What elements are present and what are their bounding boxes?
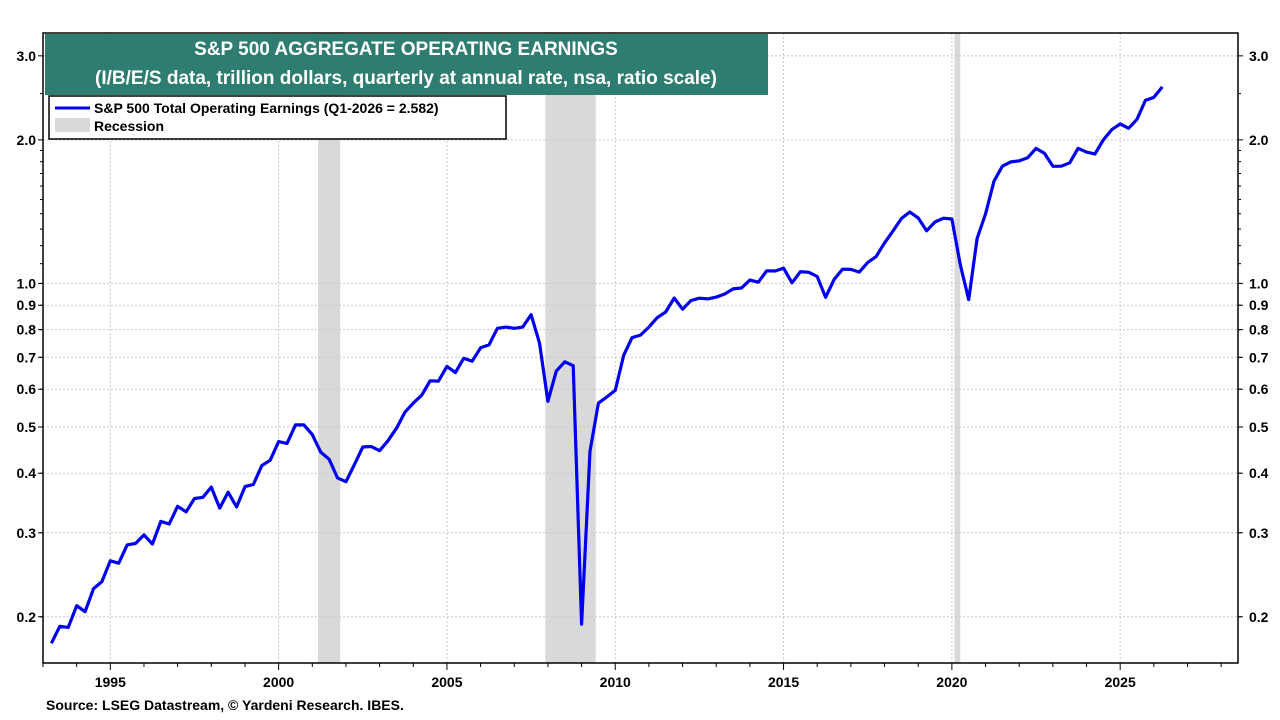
legend-recession-label: Recession — [94, 118, 164, 134]
recession-bands — [318, 33, 961, 663]
y-tick-label-left-2.0: 2.0 — [17, 132, 37, 148]
y-tick-label-right-0.6: 0.6 — [1249, 381, 1269, 397]
x-tick-label-2010: 2010 — [600, 674, 631, 690]
y-tick-label-left-0.2: 0.2 — [17, 609, 37, 625]
x-tick-label-2025: 2025 — [1105, 674, 1136, 690]
x-axis-ticks: 1995 2000 2005 2010 2015 2020 2025 — [42, 663, 1222, 690]
recession-band-0 — [318, 33, 341, 663]
y-tick-label-left-0.8: 0.8 — [17, 322, 37, 338]
recession-band-2 — [954, 33, 961, 663]
y-tick-label-right-0.9: 0.9 — [1249, 297, 1269, 313]
chart-title: S&P 500 AGGREGATE OPERATING EARNINGS — [194, 39, 618, 60]
y-tick-label-right-3.0: 3.0 — [1249, 48, 1269, 64]
title-box: S&P 500 AGGREGATE OPERATING EARNINGS (I/… — [45, 34, 768, 95]
series-line-operating-earnings — [49, 85, 1164, 645]
chart-subtitle: (I/B/E/S data, trillion dollars, quarter… — [95, 68, 717, 89]
legend: S&P 500 Total Operating Earnings (Q1-202… — [48, 95, 507, 140]
y-tick-label-left-0.6: 0.6 — [17, 381, 37, 397]
y-tick-label-left-0.4: 0.4 — [17, 465, 37, 481]
series-lines — [49, 85, 1164, 645]
y-tick-label-left-0.3: 0.3 — [17, 525, 37, 541]
y-tick-label-right-0.4: 0.4 — [1249, 465, 1269, 481]
y-tick-label-left-0.5: 0.5 — [17, 419, 37, 435]
y-tick-label-right-0.2: 0.2 — [1249, 609, 1269, 625]
x-tick-label-2020: 2020 — [936, 674, 967, 690]
y-tick-label-right-0.7: 0.7 — [1249, 349, 1269, 365]
plot-frame — [42, 32, 1239, 664]
y-tick-label-right-0.5: 0.5 — [1249, 419, 1269, 435]
recession-band-1 — [545, 33, 596, 663]
y-tick-label-left-0.9: 0.9 — [17, 297, 37, 313]
y-axis-ticks: 0.2 0.2 0.3 0.3 0.4 0.4 0.5 0.5 0.6 0.6 0.7 0.7 0.8 0… — [17, 48, 1269, 625]
y-tick-label-left-3.0: 3.0 — [17, 48, 37, 64]
y-tick-label-right-0.3: 0.3 — [1249, 525, 1269, 541]
legend-recession-swatch — [55, 118, 90, 132]
y-tick-label-left-0.7: 0.7 — [17, 349, 37, 365]
x-tick-label-2005: 2005 — [431, 674, 462, 690]
x-tick-label-2000: 2000 — [263, 674, 294, 690]
y-tick-label-right-1.0: 1.0 — [1249, 275, 1269, 291]
y-tick-label-right-0.8: 0.8 — [1249, 322, 1269, 338]
y-tick-label-left-1.0: 1.0 — [17, 275, 37, 291]
y-tick-label-right-2.0: 2.0 — [1249, 132, 1269, 148]
source-note: Source: LSEG Datastream, © Yardeni Resea… — [46, 697, 404, 713]
x-tick-label-2015: 2015 — [768, 674, 799, 690]
x-tick-label-1995: 1995 — [95, 674, 126, 690]
legend-series-label: S&P 500 Total Operating Earnings (Q1-202… — [94, 100, 439, 116]
